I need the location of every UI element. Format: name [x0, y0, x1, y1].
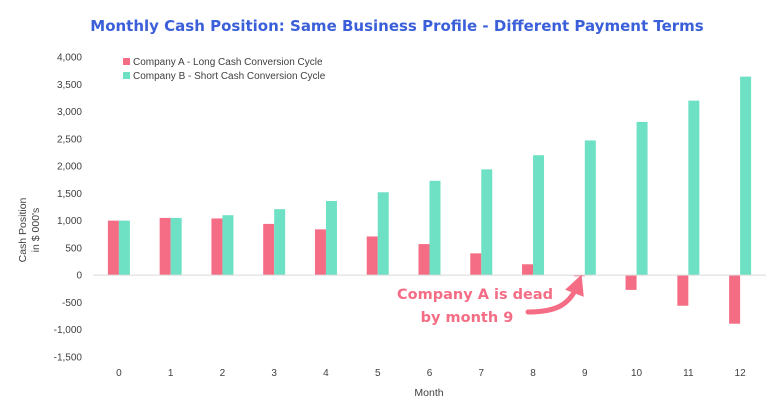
bar-company-b — [274, 209, 286, 276]
y-tick-label: 0 — [76, 271, 82, 282]
y-axis-title: Cash Position in $ 000's — [17, 197, 42, 262]
bar-company-b — [740, 76, 752, 276]
y-tick-label: 1,000 — [57, 216, 82, 227]
bar-company-a — [418, 244, 430, 276]
bar-company-b — [636, 121, 648, 276]
y-tick-label: -500 — [62, 298, 82, 309]
bar-company-b — [118, 220, 130, 276]
x-axis-ticks: 0 1 2 3 4 5 6 7 8 9 10 11 12 — [116, 368, 746, 379]
y-tick-label: -1,000 — [54, 325, 83, 336]
bar-company-b — [222, 215, 234, 276]
y-tick-label: 4,000 — [57, 53, 82, 64]
bar-company-a — [263, 223, 275, 276]
x-tick-label: 12 — [735, 368, 747, 379]
x-tick-label: 5 — [375, 368, 381, 379]
legend: Company A - Long Cash Conversion Cycle C… — [123, 57, 326, 82]
legend-swatch-company-a — [123, 58, 130, 65]
bar-company-a — [729, 275, 741, 324]
y-axis-title-line2: in $ 000's — [30, 208, 42, 253]
x-axis-title: Month — [414, 387, 443, 399]
bar-company-b — [429, 180, 441, 276]
bar-company-a — [677, 275, 689, 306]
bar-company-a — [211, 218, 223, 276]
y-tick-label: -1,500 — [54, 353, 83, 364]
x-tick-label: 7 — [478, 368, 484, 379]
y-tick-label: 3,500 — [57, 80, 82, 91]
annotation-line2: by month 9 — [421, 310, 514, 326]
x-tick-label: 3 — [271, 368, 277, 379]
annotation-line1: Company A is dead — [397, 287, 553, 303]
y-tick-label: 1,500 — [57, 189, 82, 200]
bar-company-b — [688, 100, 700, 276]
bar-company-b — [481, 169, 493, 276]
x-tick-label: 8 — [530, 368, 536, 379]
dead-annotation: Company A is dead by month 9 — [397, 274, 584, 326]
bar-company-a — [314, 229, 326, 276]
x-tick-label: 9 — [582, 368, 588, 379]
y-tick-label: 500 — [65, 243, 82, 254]
bar-company-a — [470, 253, 482, 276]
bar-company-b — [533, 155, 545, 276]
legend-swatch-company-b — [123, 72, 130, 79]
x-tick-label: 0 — [116, 368, 122, 379]
x-tick-label: 4 — [323, 368, 329, 379]
bar-company-a — [107, 220, 119, 276]
legend-label-company-a: Company A - Long Cash Conversion Cycle — [133, 57, 323, 68]
annotation-arrow — [525, 274, 584, 315]
x-tick-label: 10 — [631, 368, 643, 379]
bars — [107, 76, 752, 324]
bar-company-b — [170, 217, 182, 276]
x-tick-label: 11 — [683, 368, 694, 379]
y-axis-ticks: -1,500 -1,000 -500 0 500 1,000 1,500 2,000 2,500… — [54, 53, 83, 364]
y-tick-label: 2,500 — [57, 134, 82, 145]
legend-label-company-b: Company B - Short Cash Conversion Cycle — [133, 71, 326, 82]
x-tick-label: 1 — [168, 368, 174, 379]
y-tick-label: 2,000 — [57, 162, 82, 173]
bar-company-a — [625, 275, 637, 290]
bar-company-a — [522, 264, 534, 276]
bar-company-a — [366, 236, 378, 276]
bar-company-b — [325, 201, 337, 276]
x-tick-label: 2 — [220, 368, 226, 379]
y-axis-title-line1: Cash Position — [17, 197, 29, 262]
x-tick-label: 6 — [427, 368, 433, 379]
y-tick-label: 3,000 — [57, 107, 82, 118]
chart-title: Monthly Cash Position: Same Business Pro… — [90, 17, 704, 35]
bar-company-b — [584, 140, 596, 276]
bar-company-b — [377, 192, 389, 276]
bar-company-a — [159, 217, 171, 276]
